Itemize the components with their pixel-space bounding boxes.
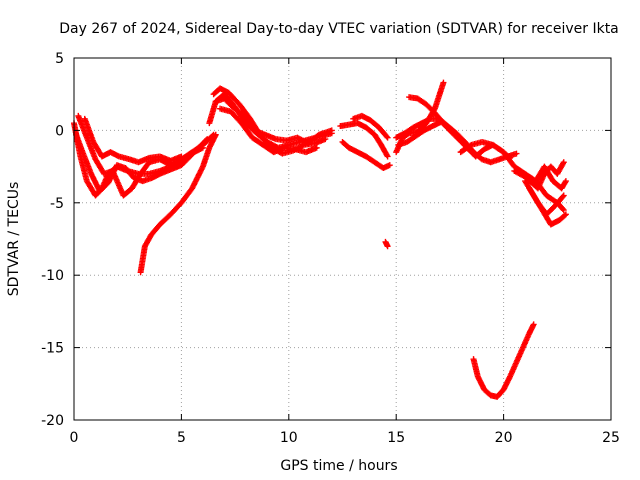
series-track-m <box>382 239 390 249</box>
sdtvar-chart: 0 5 10 15 20 25 5 0 -5 -10 -15 -20 Day 267 of 2024,… <box>0 0 640 480</box>
x-tick-label: 10 <box>280 430 298 446</box>
series-track-h <box>213 96 335 147</box>
series-track-l <box>350 113 390 141</box>
plot-frame <box>74 58 611 420</box>
axis-ticks: 0 5 10 15 20 25 5 0 -5 -10 -15 -20 <box>41 51 620 446</box>
x-axis-label: GPS time / hours <box>280 458 397 474</box>
grid-lines <box>74 58 611 420</box>
series-track-w <box>471 321 537 399</box>
y-tick-label: -10 <box>41 268 64 284</box>
y-tick-label: 5 <box>55 51 64 67</box>
x-tick-label: 20 <box>495 430 513 446</box>
x-tick-label: 0 <box>70 430 79 446</box>
x-tick-label: 15 <box>387 430 405 446</box>
y-tick-label: 0 <box>55 123 64 139</box>
chart-title: Day 267 of 2024, Sidereal Day-to-day VTE… <box>59 21 619 37</box>
y-tick-label: -15 <box>41 341 64 357</box>
x-tick-label: 25 <box>602 430 620 446</box>
data-points <box>71 80 569 400</box>
x-tick-label: 5 <box>177 430 186 446</box>
y-tick-label: -5 <box>50 196 64 212</box>
series-track-e <box>138 132 219 276</box>
y-tick-label: -20 <box>41 413 64 429</box>
y-axis-label: SDTVAR / TECUs <box>6 182 22 297</box>
